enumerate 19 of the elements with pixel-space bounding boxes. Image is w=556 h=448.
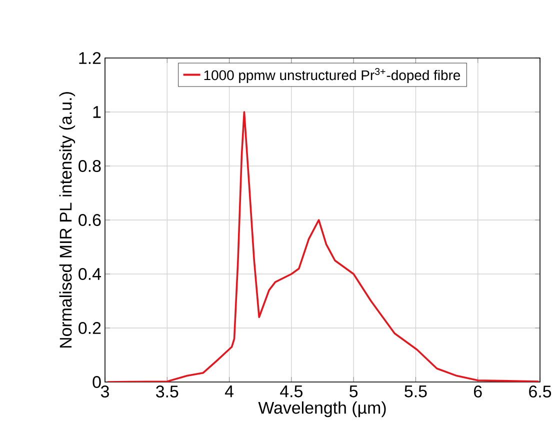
y-tick-label: 1.2 [79,52,101,64]
x-tick-label: 6 [474,386,482,398]
y-tick-label: 0.6 [78,214,101,226]
y-tick-label: 0.8 [78,160,101,172]
x-tick-label: 5.5 [404,386,427,398]
x-tick-label: 3 [100,386,109,398]
x-tick-label: 4 [224,386,234,398]
x-tick-label: 6.5 [529,386,552,398]
y-axis-title: Normalised MIR PL intensity (a.u.) [59,92,76,348]
line-series [106,111,540,382]
x-tick-label: 3.5 [156,386,178,398]
legend-label: 1000 ppmw unstructured Pr$^{3+}$-doped fibre [204,68,460,83]
y-tick-label: 0.2 [78,322,101,334]
y-tick-label: 1 [93,106,101,118]
y-tick-label: 0 [92,376,101,388]
x-tick-label: 5 [350,386,358,398]
y-tick-label: 0.4 [78,268,101,280]
x-tick-label: 4.5 [280,386,302,398]
x-axis-title: Wavelength (µm) [258,401,386,418]
